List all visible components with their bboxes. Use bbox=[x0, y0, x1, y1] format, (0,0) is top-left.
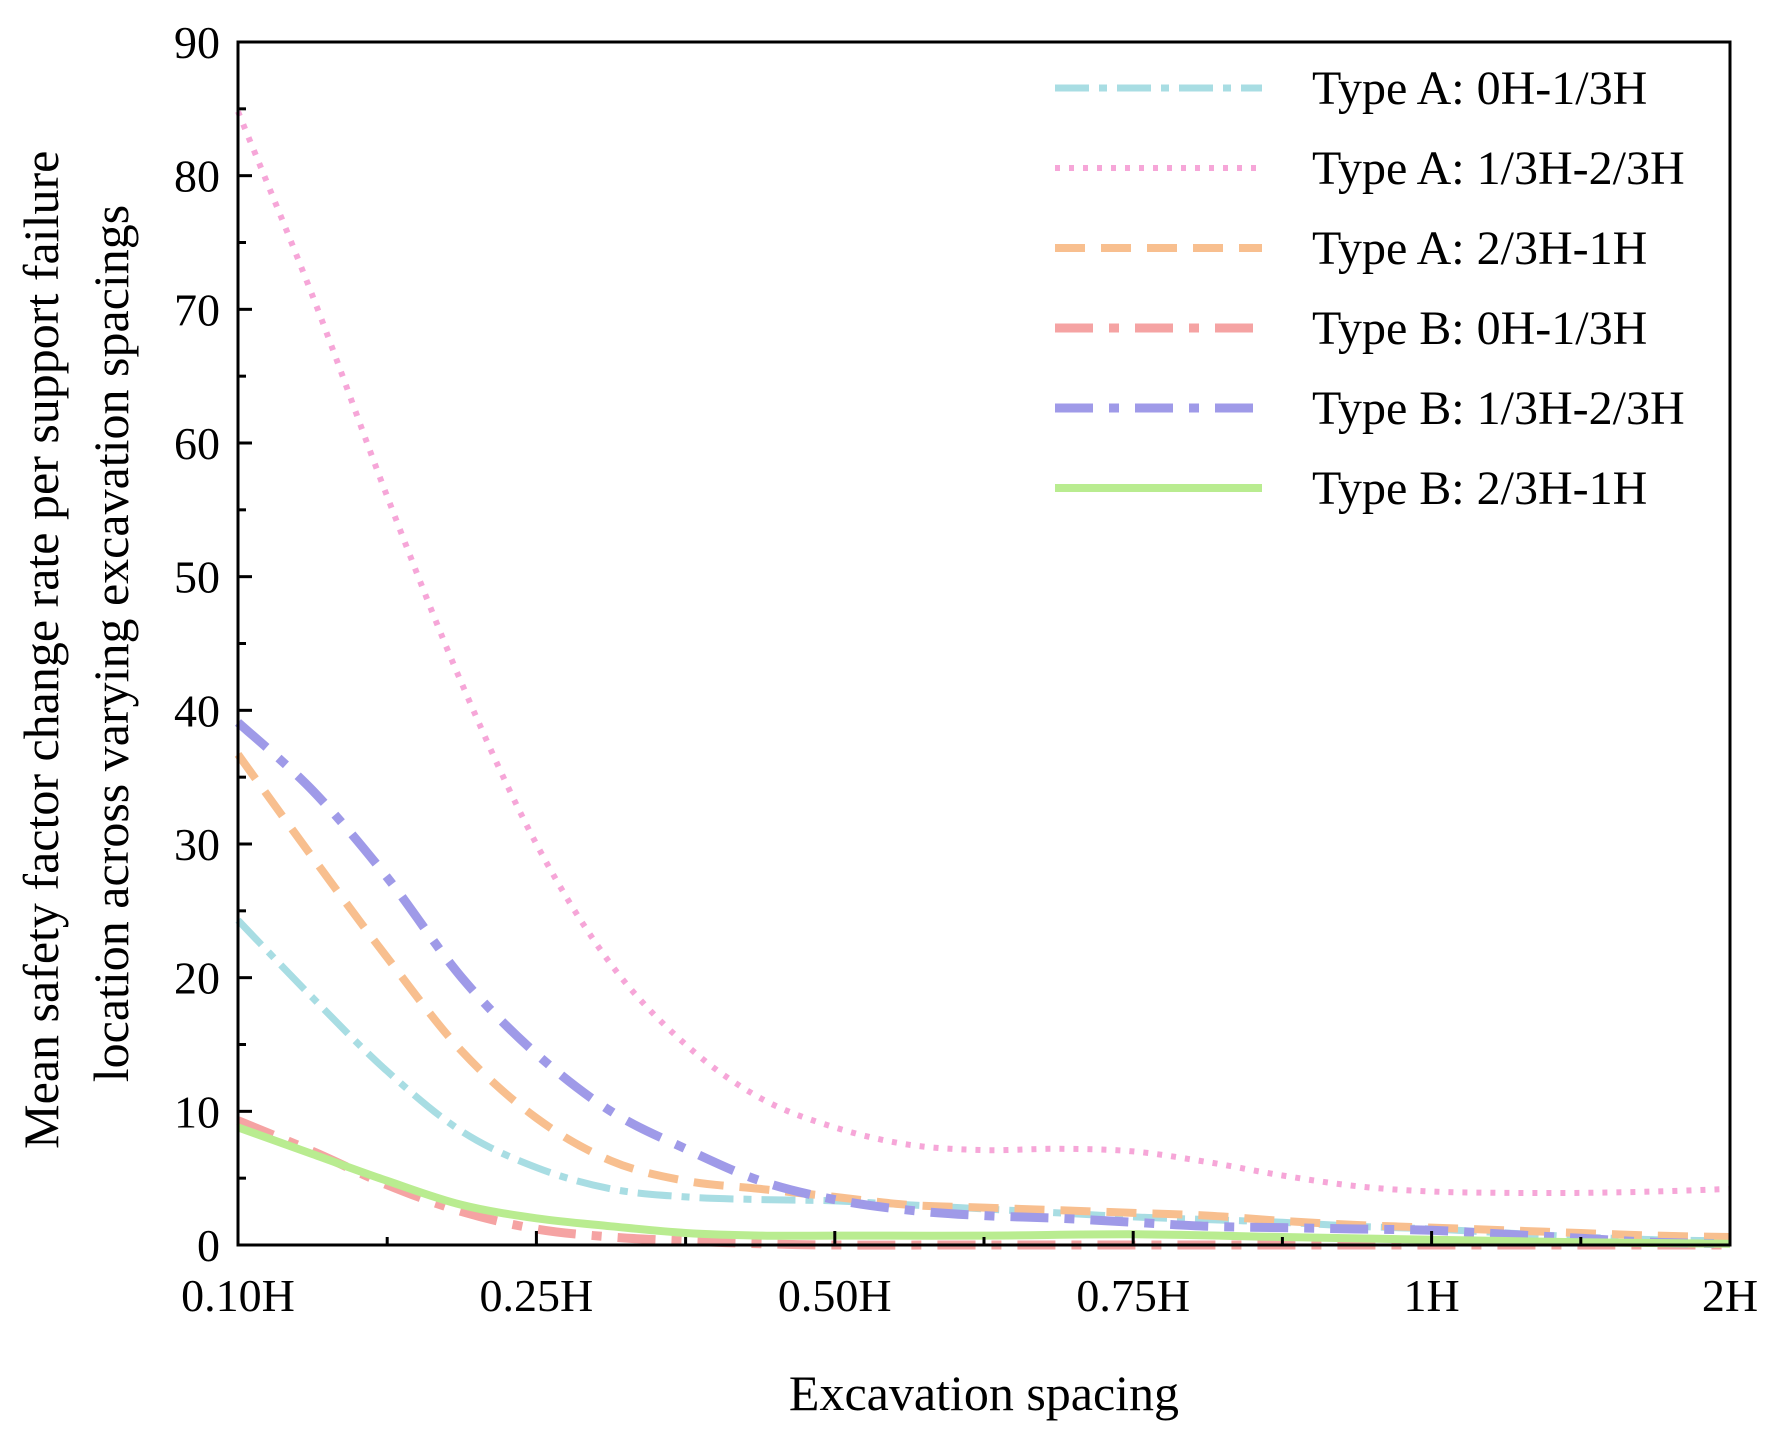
x-tick-label: 2H bbox=[1702, 1270, 1758, 1321]
y-tick-label: 0 bbox=[197, 1220, 220, 1271]
y-axis-title: Mean safety factor change rate per suppo… bbox=[13, 138, 139, 1149]
series-line-4 bbox=[236, 1116, 1730, 1250]
y-tick-label: 70 bbox=[174, 284, 220, 335]
legend-label-1: Type A: 0H-1/3H bbox=[1312, 62, 1647, 115]
y-axis-title-line-2: location across varying excavation spaci… bbox=[83, 205, 139, 1083]
series-line-6 bbox=[236, 1123, 1731, 1248]
y-axis-title-line-1: Mean safety factor change rate per suppo… bbox=[13, 151, 69, 1149]
x-tick-label: 0.50H bbox=[778, 1270, 892, 1321]
legend-label-6: Type B: 2/3H-1H bbox=[1312, 462, 1647, 515]
y-tick-label: 90 bbox=[174, 17, 220, 68]
y-tick-label: 60 bbox=[174, 418, 220, 469]
x-tick-label: 0.75H bbox=[1076, 1270, 1190, 1321]
x-tick-label: 1H bbox=[1403, 1270, 1459, 1321]
legend-label-5: Type B: 1/3H-2/3H bbox=[1312, 382, 1685, 435]
legend-label-4: Type B: 0H-1/3H bbox=[1312, 302, 1647, 355]
x-tick-label: 0.25H bbox=[480, 1270, 594, 1321]
axis-ticks: 0 10 20 30 40 50 60 70 80 90 0.10H 0.25H 0.50H 0.75H 1… bbox=[174, 17, 1758, 1321]
x-axis-title: Excavation spacing bbox=[789, 1365, 1179, 1421]
y-tick-label: 40 bbox=[174, 685, 220, 736]
series-line-5 bbox=[234, 719, 1731, 1249]
series-line-3 bbox=[234, 752, 1731, 1241]
y-tick-label: 20 bbox=[174, 953, 220, 1004]
legend: Type A: 0H-1/3H Type A: 1/3H-2/3H Type A: … bbox=[1055, 62, 1685, 515]
y-tick-label: 30 bbox=[174, 819, 220, 870]
legend-label-3: Type A: 2/3H-1H bbox=[1312, 222, 1647, 275]
legend-label-2: Type A: 1/3H-2/3H bbox=[1312, 142, 1685, 195]
y-tick-label: 10 bbox=[174, 1086, 220, 1137]
y-tick-label: 80 bbox=[174, 151, 220, 202]
x-tick-label: 0.10H bbox=[181, 1270, 295, 1321]
series-layer bbox=[234, 110, 1731, 1250]
y-tick-label: 50 bbox=[174, 552, 220, 603]
